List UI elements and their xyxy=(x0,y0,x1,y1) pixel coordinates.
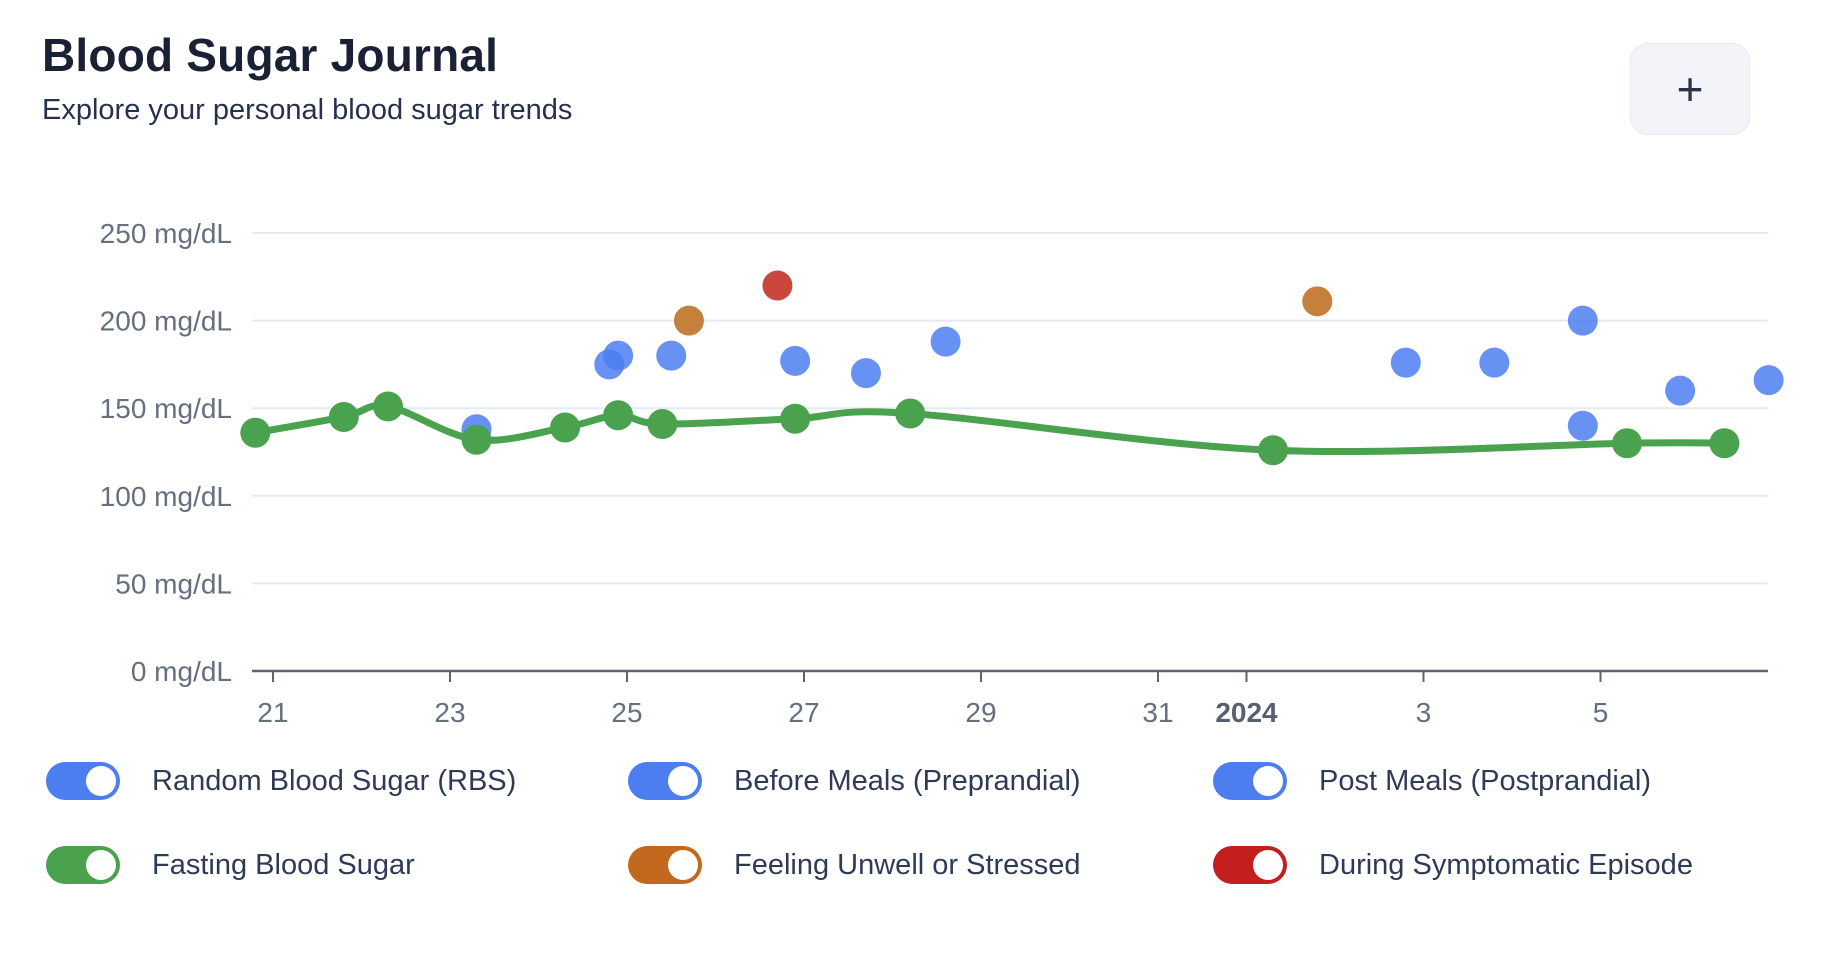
toggle-knob xyxy=(1253,850,1283,880)
toggle-switch-on[interactable] xyxy=(628,846,702,884)
toggle-switch-on[interactable] xyxy=(1213,762,1287,800)
plus-icon: + xyxy=(1676,63,1704,115)
data-point xyxy=(1479,347,1510,378)
data-point xyxy=(780,403,811,434)
data-point xyxy=(461,424,492,455)
x-tick-label: 5 xyxy=(1593,697,1609,728)
data-point xyxy=(1709,428,1740,459)
blood-sugar-chart[interactable]: 0 mg/dL 50 mg/dL 100 mg/dL 150 mg/dL 200 mg/… xyxy=(0,175,1844,755)
data-point xyxy=(930,326,961,357)
toggle-knob xyxy=(668,850,698,880)
data-point xyxy=(603,340,634,371)
data-point xyxy=(1665,375,1696,406)
data-point xyxy=(1390,347,1421,378)
series-orange_dot[interactable] xyxy=(673,286,1333,336)
toggle-switch-on[interactable] xyxy=(46,846,120,884)
legend-label: Fasting Blood Sugar xyxy=(152,848,415,881)
x-tick-label: 25 xyxy=(611,697,642,728)
toggle-switch-on[interactable] xyxy=(1213,846,1287,884)
series-green[interactable] xyxy=(240,391,1740,466)
toggle-knob xyxy=(86,850,116,880)
data-point xyxy=(895,398,926,429)
data-point xyxy=(603,400,634,431)
data-point xyxy=(762,270,793,301)
page-title: Blood Sugar Journal xyxy=(42,29,499,81)
data-point xyxy=(240,417,271,448)
legend-toggle-symptomatic-episode[interactable]: During Symptomatic Episode xyxy=(1213,846,1693,884)
data-point xyxy=(1302,286,1333,317)
legend-label: During Symptomatic Episode xyxy=(1319,848,1693,881)
y-tick-label: 250 mg/dL xyxy=(100,218,232,249)
data-point xyxy=(656,340,687,371)
data-point xyxy=(328,401,359,432)
y-tick-label: 100 mg/dL xyxy=(100,481,232,512)
y-tick-label: 0 mg/dL xyxy=(131,656,232,687)
x-tick-label: 3 xyxy=(1416,697,1432,728)
x-tick-label: 27 xyxy=(788,697,819,728)
legend-toggle-before-meals[interactable]: Before Meals (Preprandial) xyxy=(628,762,1213,800)
toggle-knob xyxy=(1253,766,1283,796)
y-tick-label: 200 mg/dL xyxy=(100,306,232,337)
legend-label: Post Meals (Postprandial) xyxy=(1319,764,1652,797)
toggle-switch-on[interactable] xyxy=(628,762,702,800)
data-point xyxy=(550,412,581,443)
data-point xyxy=(1612,428,1643,459)
legend-toggle-fasting-blood-sugar[interactable]: Fasting Blood Sugar xyxy=(46,846,628,884)
y-tick-label: 150 mg/dL xyxy=(100,393,232,424)
data-point xyxy=(373,391,404,422)
legend-toggle-feeling-unwell[interactable]: Feeling Unwell or Stressed xyxy=(628,846,1213,884)
x-axis-ticks: 21 23 25 27 29 31 2024 3 5 xyxy=(257,671,1608,728)
data-point xyxy=(1258,435,1289,466)
data-point xyxy=(1567,305,1598,336)
data-point xyxy=(647,408,678,439)
x-tick-label: 2024 xyxy=(1215,697,1278,728)
toggle-knob xyxy=(86,766,116,796)
data-point xyxy=(850,358,881,389)
toggle-knob xyxy=(668,766,698,796)
legend-label: Random Blood Sugar (RBS) xyxy=(152,764,517,797)
data-point xyxy=(1567,410,1598,441)
grid-and-y-axis: 0 mg/dL 50 mg/dL 100 mg/dL 150 mg/dL 200 mg/… xyxy=(100,218,1768,687)
data-point xyxy=(780,345,811,376)
toggle-switch-on[interactable] xyxy=(46,762,120,800)
data-point xyxy=(673,305,704,336)
x-tick-label: 31 xyxy=(1142,697,1173,728)
legend-label: Feeling Unwell or Stressed xyxy=(734,848,1081,881)
y-tick-label: 50 mg/dL xyxy=(115,568,232,599)
data-point xyxy=(1753,365,1784,396)
add-entry-button[interactable]: + xyxy=(1630,43,1750,135)
legend-label: Before Meals (Preprandial) xyxy=(734,764,1081,797)
x-tick-label: 29 xyxy=(965,697,996,728)
legend-toggle-random-blood-sugar[interactable]: Random Blood Sugar (RBS) xyxy=(46,762,628,800)
legend-toggle-post-meals[interactable]: Post Meals (Postprandial) xyxy=(1213,762,1693,800)
chart-canvas[interactable]: 0 mg/dL 50 mg/dL 100 mg/dL 150 mg/dL 200 mg/… xyxy=(0,175,1844,755)
x-tick-label: 21 xyxy=(257,697,288,728)
page-subtitle: Explore your personal blood sugar trends xyxy=(42,94,573,126)
x-tick-label: 23 xyxy=(434,697,465,728)
series-red_dot[interactable] xyxy=(762,270,793,301)
chart-legend: Random Blood Sugar (RBS) Before Meals (P… xyxy=(46,762,1693,884)
